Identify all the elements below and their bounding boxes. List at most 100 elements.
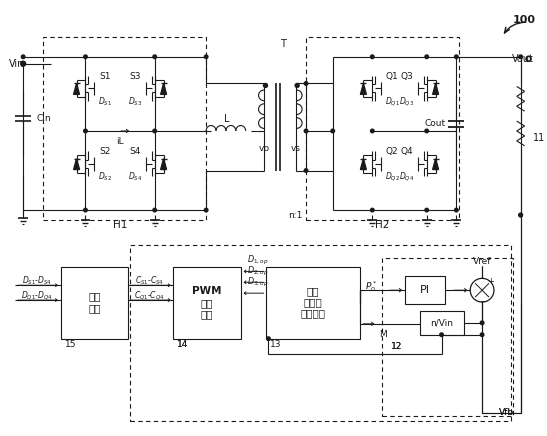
Text: Q2: Q2	[386, 147, 398, 156]
Text: $C_{Q1}$-$C_{Q4}$: $C_{Q1}$-$C_{Q4}$	[135, 289, 165, 302]
Text: $D_{S1}$: $D_{S1}$	[98, 95, 112, 108]
Polygon shape	[74, 83, 79, 94]
Text: −: −	[480, 297, 488, 307]
Circle shape	[519, 55, 522, 58]
Text: 14: 14	[177, 340, 189, 349]
Text: 100: 100	[513, 15, 536, 25]
Text: Q3: Q3	[400, 72, 414, 81]
Text: Vfb: Vfb	[499, 409, 514, 417]
Text: Vout: Vout	[511, 54, 533, 64]
Circle shape	[84, 208, 87, 212]
Bar	[420, 311, 464, 335]
Text: Vfb: Vfb	[499, 409, 514, 417]
Circle shape	[370, 129, 374, 133]
Circle shape	[84, 55, 87, 58]
Polygon shape	[433, 159, 439, 170]
Text: $D_{1,op}$: $D_{1,op}$	[247, 254, 268, 267]
Circle shape	[205, 55, 208, 58]
Bar	[173, 267, 241, 339]
Bar	[130, 245, 511, 421]
Text: $P_0^*$: $P_0^*$	[365, 279, 377, 294]
Text: PWM: PWM	[193, 286, 222, 296]
Text: $D_{Q1}$-$D_{Q4}$: $D_{Q1}$-$D_{Q4}$	[21, 289, 53, 302]
Circle shape	[455, 55, 458, 58]
Bar	[61, 267, 128, 339]
Bar	[306, 37, 459, 220]
Text: n/Vin: n/Vin	[430, 318, 453, 327]
Circle shape	[304, 129, 308, 133]
Text: 电路: 电路	[201, 309, 213, 319]
Circle shape	[455, 208, 458, 212]
Circle shape	[304, 169, 308, 172]
Circle shape	[425, 55, 428, 58]
Polygon shape	[74, 159, 79, 170]
Text: 计算单元: 计算单元	[300, 308, 325, 318]
Polygon shape	[433, 83, 439, 94]
Circle shape	[153, 129, 156, 133]
Bar	[405, 276, 445, 304]
Text: 13: 13	[270, 340, 282, 349]
Text: iL: iL	[117, 137, 124, 146]
Text: 驱动: 驱动	[88, 291, 101, 301]
Circle shape	[205, 208, 208, 212]
Text: vs: vs	[291, 144, 301, 153]
Text: 11: 11	[533, 133, 545, 143]
Circle shape	[440, 333, 443, 337]
Text: Cin: Cin	[36, 114, 51, 123]
Circle shape	[153, 208, 156, 212]
Text: T: T	[281, 39, 286, 49]
Text: Q4: Q4	[400, 147, 413, 156]
Text: Cout: Cout	[424, 119, 445, 128]
Bar	[266, 267, 360, 339]
Circle shape	[264, 83, 267, 88]
Bar	[382, 258, 513, 416]
Circle shape	[519, 213, 522, 217]
Text: $D_{Q1}$: $D_{Q1}$	[385, 95, 399, 108]
Circle shape	[21, 55, 25, 58]
Text: 12: 12	[391, 342, 403, 351]
Circle shape	[331, 129, 335, 133]
Text: S2: S2	[100, 147, 111, 156]
Circle shape	[295, 83, 299, 88]
Text: $D_{3,op}$: $D_{3,op}$	[247, 276, 268, 289]
Circle shape	[21, 61, 26, 66]
Circle shape	[480, 333, 484, 337]
Text: +: +	[487, 277, 494, 286]
Text: $C_{S1}$-$C_{S4}$: $C_{S1}$-$C_{S4}$	[135, 274, 164, 286]
Text: n:1: n:1	[288, 211, 302, 220]
Circle shape	[480, 321, 484, 325]
Text: S4: S4	[129, 147, 141, 156]
Text: S3: S3	[129, 72, 141, 81]
Text: vp: vp	[259, 144, 270, 153]
Text: $D_{2,op}$: $D_{2,op}$	[247, 265, 268, 278]
Text: $D_{S2}$: $D_{S2}$	[98, 170, 112, 183]
Bar	[43, 37, 206, 220]
Circle shape	[425, 208, 428, 212]
Circle shape	[153, 55, 156, 58]
Text: L: L	[224, 114, 230, 124]
Text: H2: H2	[375, 220, 389, 230]
Circle shape	[370, 55, 374, 58]
Text: 电路: 电路	[88, 303, 101, 313]
Text: Vref: Vref	[473, 257, 491, 266]
Circle shape	[84, 129, 87, 133]
Text: S1: S1	[100, 72, 111, 81]
Text: H1: H1	[113, 220, 127, 230]
Text: Vin: Vin	[9, 59, 25, 69]
Circle shape	[370, 208, 374, 212]
Text: 占空比: 占空比	[304, 297, 322, 307]
Text: $D_{S4}$: $D_{S4}$	[128, 170, 142, 183]
Text: PI: PI	[420, 285, 430, 295]
Text: M: M	[380, 330, 387, 339]
Polygon shape	[360, 159, 366, 170]
Text: 15: 15	[65, 340, 76, 349]
Text: $D_{S1}$-$D_{S4}$: $D_{S1}$-$D_{S4}$	[22, 274, 52, 286]
Circle shape	[267, 337, 270, 341]
Text: 12: 12	[391, 342, 403, 351]
Circle shape	[425, 129, 428, 133]
Polygon shape	[161, 83, 167, 94]
Text: $D_{Q4}$: $D_{Q4}$	[399, 170, 415, 183]
Text: $D_{S3}$: $D_{S3}$	[128, 95, 142, 108]
Polygon shape	[161, 159, 167, 170]
Text: 控制: 控制	[201, 298, 213, 308]
